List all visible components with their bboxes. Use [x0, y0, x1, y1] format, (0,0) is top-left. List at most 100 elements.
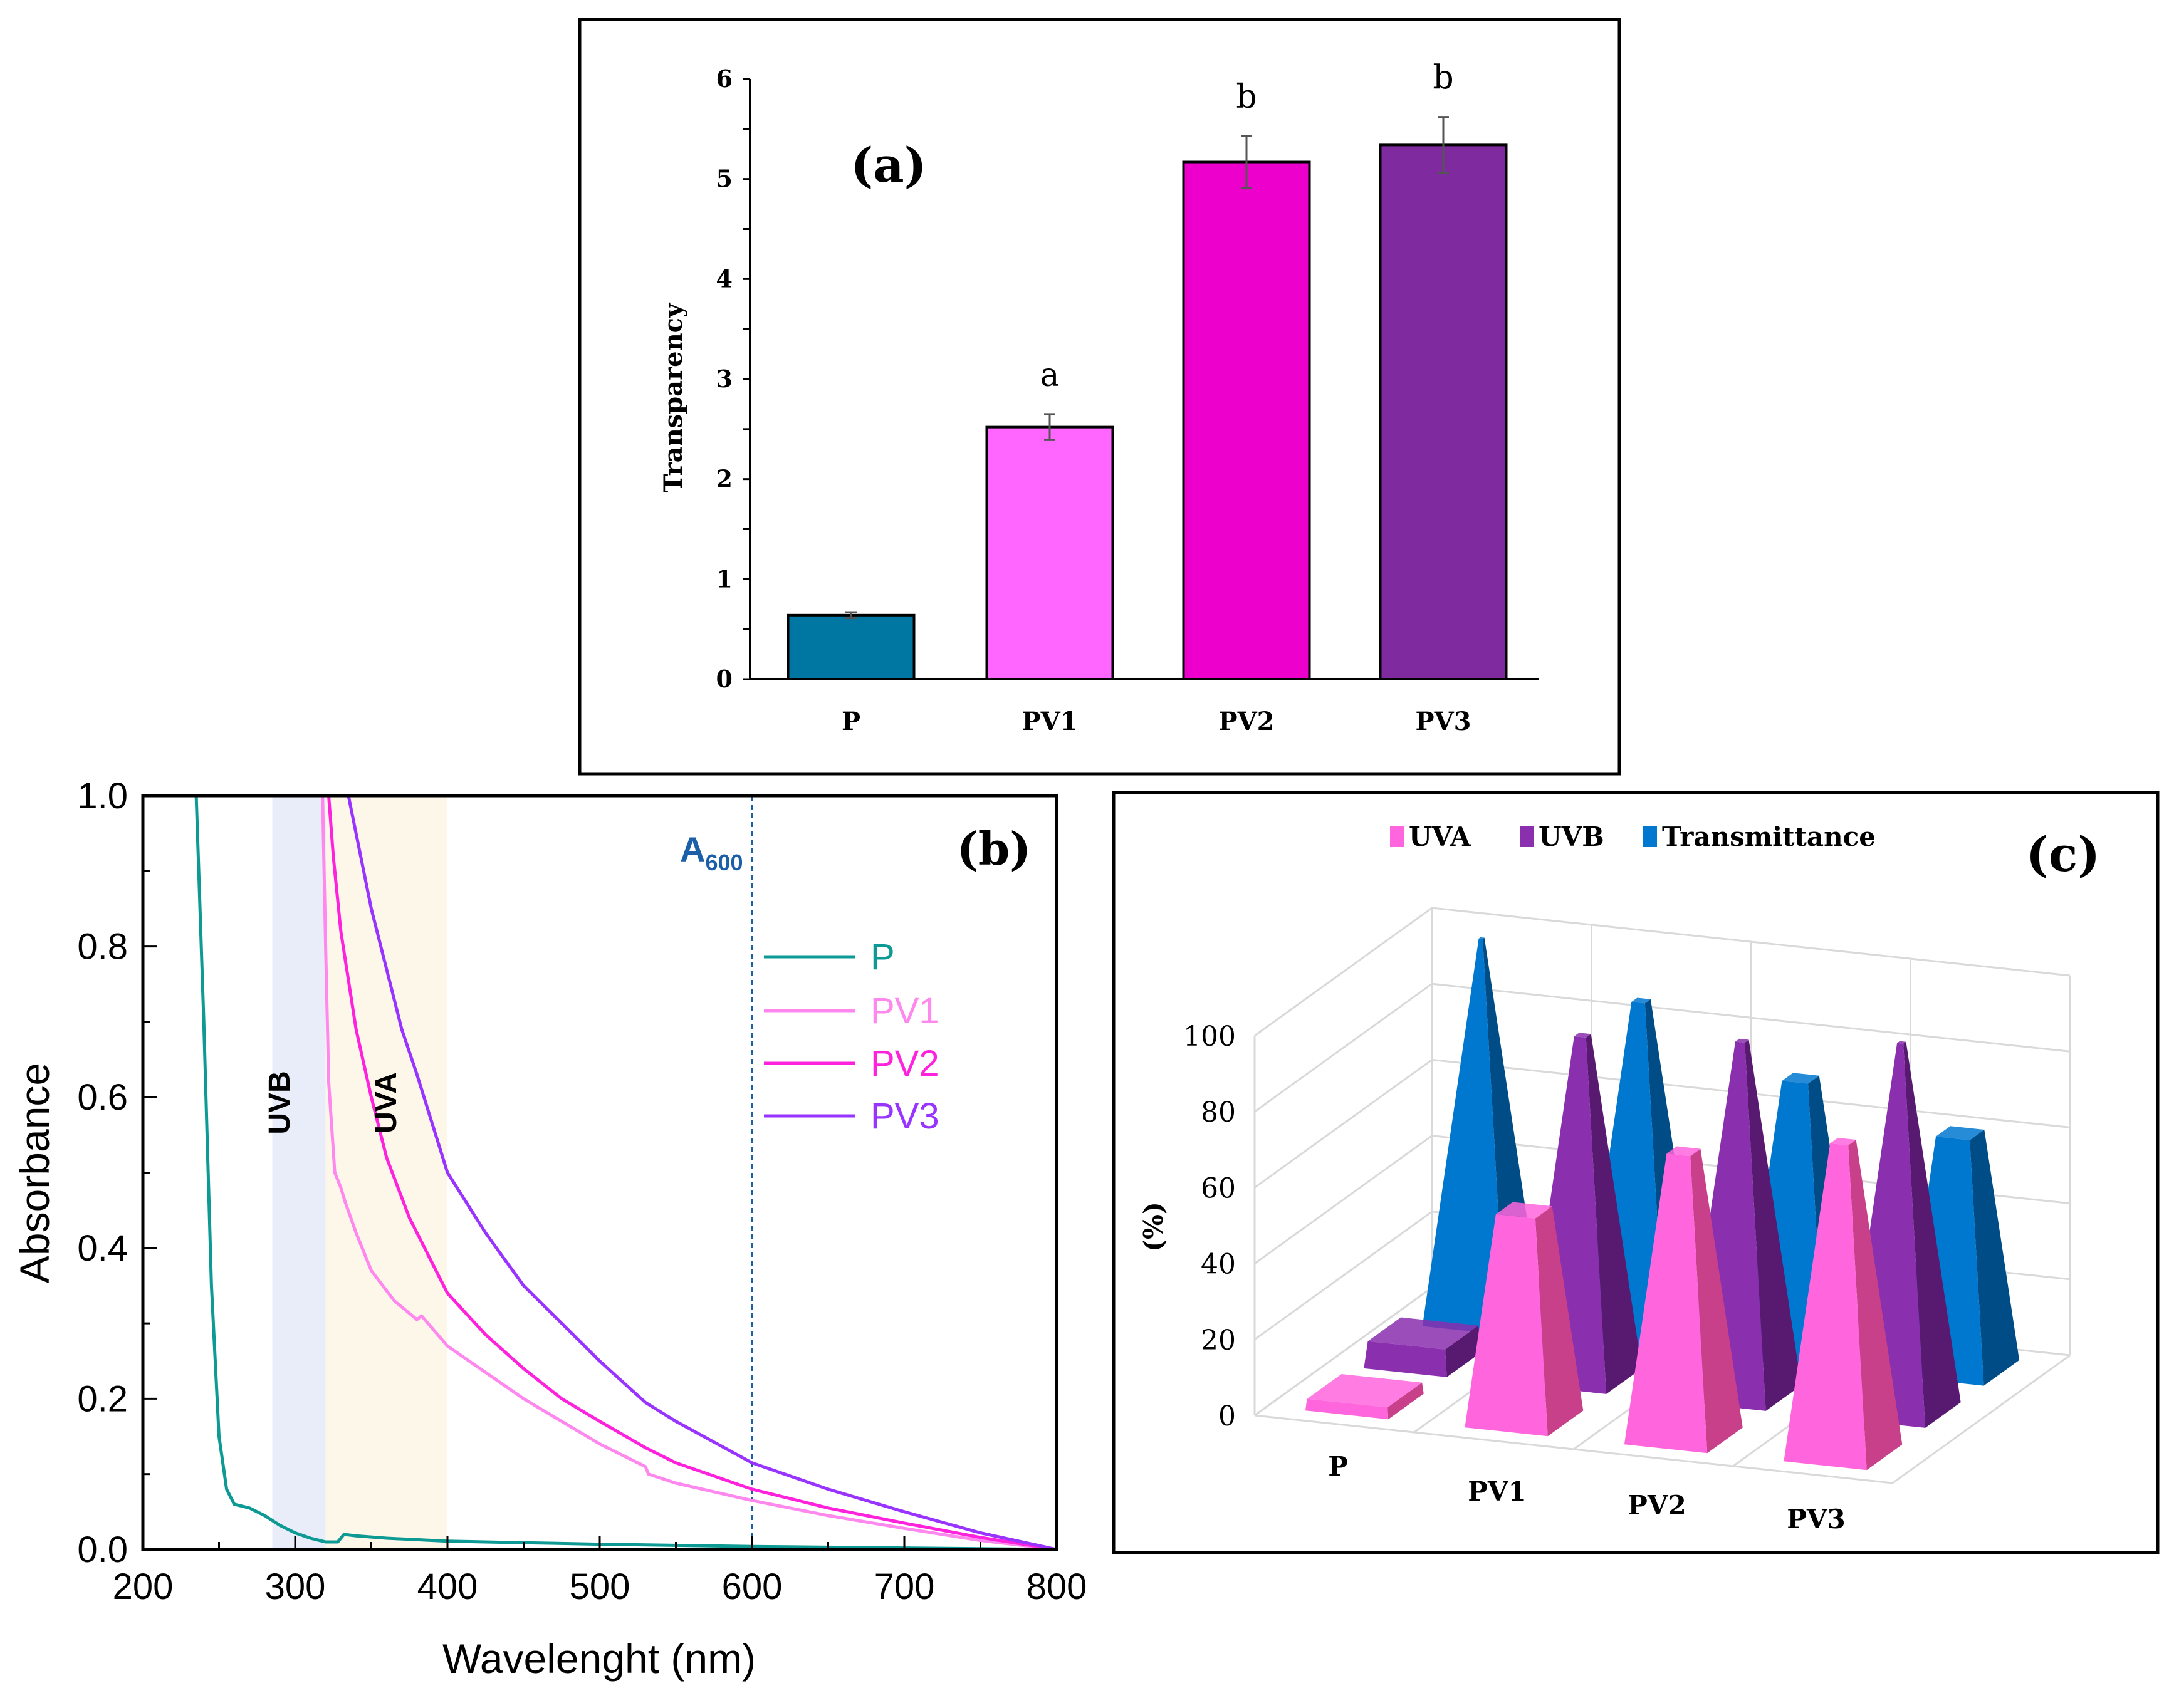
x-tick-label: P [1328, 1451, 1348, 1482]
pyramid-side-face [1445, 1325, 1483, 1377]
panel-c: (c) (%) 0 20 40 60 80 100 P PV1 PV2 PV3 UVA UVB Tran… [1112, 791, 2160, 1554]
uva-band-label: UVA [370, 1072, 403, 1133]
y-tick-label: 1 [716, 565, 733, 593]
panel-b-title: (b) [957, 822, 1031, 875]
floor-front-edge [1254, 1414, 1893, 1484]
x-tick-label: PV2 [1628, 1490, 1686, 1521]
pyramid-top-face [1478, 937, 1485, 939]
legend-label-PV2: PV2 [870, 1043, 939, 1084]
y-tick-label: 6 [716, 65, 733, 93]
y-axis-title: Transparency [659, 302, 688, 492]
series-line-PV1 [321, 796, 1057, 1549]
y-tick-label: 5 [716, 165, 733, 193]
floor-gridline [1892, 1354, 2071, 1484]
band-UVA [325, 796, 447, 1549]
x-tick-label: PV1 [1022, 707, 1078, 736]
y-tick-label: 20 [1201, 1325, 1236, 1357]
error-bar-P [845, 611, 857, 620]
pyramid-UVB-P [1364, 1317, 1483, 1377]
pyramid-top-face [1666, 1146, 1701, 1157]
legend-label-P: P [870, 937, 895, 977]
x-tick-label: 800 [1027, 1566, 1087, 1607]
legend-swatch-UVB [1520, 826, 1534, 847]
pyramid-top-face [1495, 1202, 1552, 1219]
x-tick-label: 500 [570, 1566, 630, 1607]
y-tick-label: 0 [716, 665, 733, 693]
pyramid-top-face [1782, 1073, 1819, 1084]
pyramid-top-face [1936, 1126, 1985, 1140]
x-axis-title: Wavelenght (nm) [442, 1635, 756, 1682]
panel-b: 200 300 400 500 600 700 800 0.0 0.2 0.4 0.6 0.8 1.0 P… [11, 776, 1087, 1682]
x-tick-label: P [842, 707, 860, 736]
legend-label-PV3: PV3 [870, 1096, 939, 1137]
significance-letter: b [1433, 60, 1453, 97]
pyramid-top-face [1830, 1137, 1856, 1145]
significance-letter: b [1236, 78, 1257, 116]
legend-label-PV1: PV1 [870, 991, 939, 1031]
x-tick-label: 600 [722, 1566, 783, 1607]
pyramid-side-face [1690, 1148, 1743, 1454]
error-bar-PV3 [1438, 116, 1449, 174]
pyramid-front-face [1465, 1214, 1548, 1437]
panel-c-title: (c) [2026, 826, 2100, 882]
band-UVB [272, 796, 326, 1549]
a600-main: A [680, 830, 705, 869]
y-tick-label: 80 [1201, 1096, 1236, 1128]
pyramid-top-face [1367, 1317, 1478, 1350]
pyramid-top-face [1735, 1038, 1749, 1043]
y-tick-label: 3 [716, 365, 733, 393]
significance-letter: a [1040, 357, 1059, 394]
x-tick-label: PV3 [1416, 707, 1471, 736]
legend-swatch-Transmittance [1643, 826, 1657, 847]
y-axis-title: Absorbance [11, 1063, 58, 1283]
pyramid-front-face [1364, 1341, 1447, 1377]
x-tick-label: 400 [417, 1566, 478, 1607]
pyramid-UVA-PV2 [1624, 1146, 1743, 1454]
y-tick-label: 100 [1183, 1021, 1236, 1053]
pyramid-top-face [1574, 1033, 1591, 1038]
x-tick-label: PV1 [1468, 1476, 1526, 1507]
series-line-P [194, 796, 1057, 1549]
pyramid-side-face [1903, 1041, 1961, 1428]
a600-label: A600 [680, 830, 743, 875]
y-tick-label: 0.4 [77, 1228, 128, 1269]
a600-subscript: 600 [705, 850, 743, 875]
x-tick-label: 300 [265, 1566, 326, 1607]
pyramid-side-face [1970, 1130, 2020, 1386]
y-tick-label: 0.0 [77, 1529, 128, 1570]
series-line-PV3 [347, 796, 1057, 1549]
error-bar-PV2 [1241, 135, 1252, 189]
legend-label-Transmittance: Transmittance [1662, 821, 1876, 852]
y-tick-label: 1.0 [77, 776, 128, 816]
uvb-band-label: UVB [263, 1071, 296, 1134]
pyramid-side-face [1586, 1034, 1642, 1394]
panel-a-title: (a) [850, 137, 926, 193]
pyramid-side-face [1745, 1039, 1802, 1411]
bar-P [787, 613, 916, 681]
pyramid-front-face [1624, 1153, 1708, 1454]
x-tick-label: 700 [874, 1566, 935, 1607]
legend-label-UVA: UVA [1409, 821, 1471, 852]
series-line-PV2 [327, 796, 1057, 1549]
y-tick-label: 4 [716, 264, 733, 293]
x-tick-label: 200 [113, 1566, 174, 1607]
y-tick-label: 0.8 [77, 927, 128, 967]
bar-PV1 [985, 425, 1114, 680]
pyramid-UVA-PV3 [1784, 1137, 1903, 1471]
y-axis-title: (%) [1138, 1202, 1169, 1252]
y-tick-label: 40 [1201, 1249, 1236, 1281]
error-bar-PV1 [1044, 413, 1055, 441]
y-tick-label: 0.2 [77, 1378, 128, 1419]
legend-swatch-UVA [1390, 826, 1404, 847]
pyramid-side-face [1387, 1382, 1424, 1420]
pyramid-UVA-PV1 [1465, 1202, 1584, 1437]
pyramid-top-face [1307, 1374, 1423, 1408]
y-tick-label: 0 [1218, 1400, 1236, 1432]
pyramid-side-face [1848, 1140, 1903, 1471]
pyramid-top-face [1897, 1041, 1906, 1044]
legend-label-UVB: UVB [1539, 821, 1604, 852]
floor-gridline [1254, 1286, 1433, 1417]
pyramid-side-face [1535, 1206, 1584, 1437]
pyramid-front-face [1422, 938, 1505, 1335]
pyramid-front-face [1305, 1398, 1389, 1420]
